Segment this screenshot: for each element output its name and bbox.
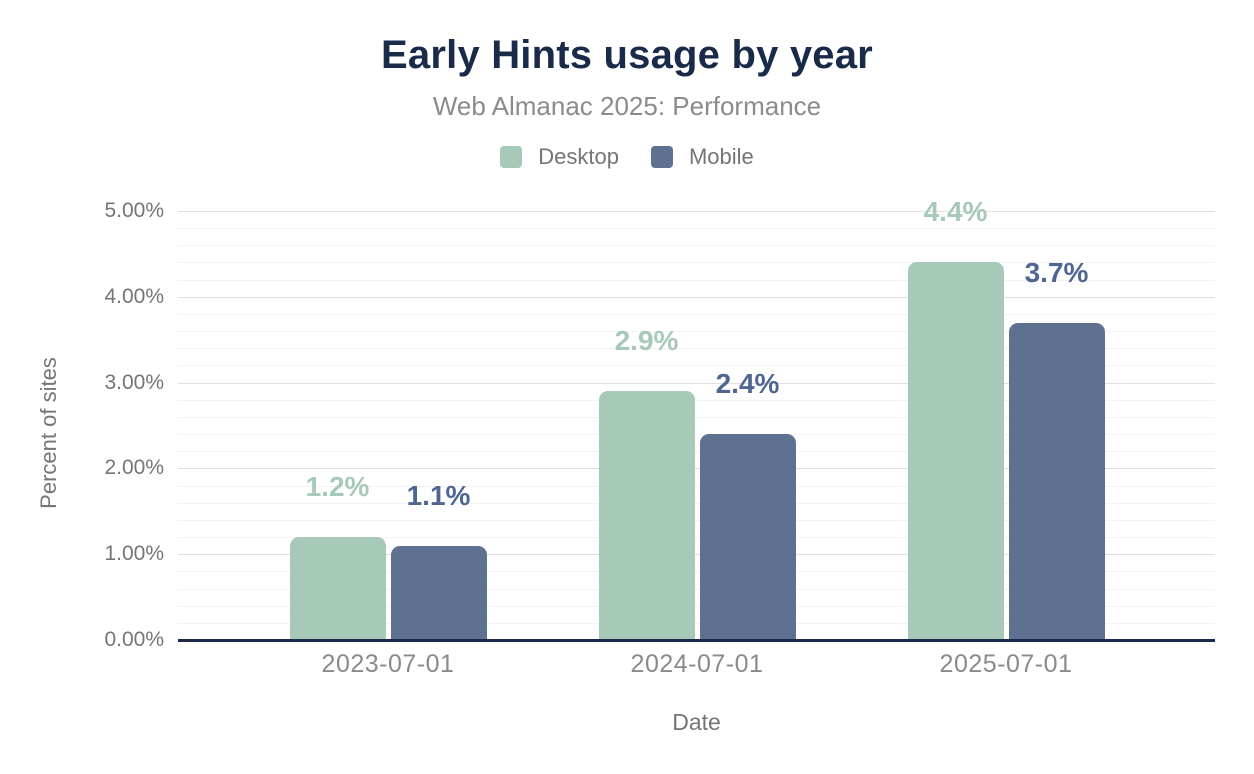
x-tick-label: 2023-07-01 [321, 650, 455, 678]
y-tick-label: 3.00% [104, 370, 164, 394]
legend-swatch-mobile [650, 146, 673, 168]
y-tick-label: 5.00% [104, 199, 164, 222]
bar-mobile-2025-07-01 [1008, 322, 1105, 640]
y-tick-label: 2.00% [104, 456, 164, 480]
bar-value-label-mobile-2023-07-01: 1.1% [406, 479, 471, 511]
gridline-minor [178, 228, 1215, 230]
legend-label-desktop: Desktop [538, 144, 619, 169]
y-tick-label: 1.00% [104, 542, 164, 566]
gridline-major [178, 211, 1215, 212]
legend-item-desktop: Desktop [500, 144, 619, 170]
bar-desktop-2025-07-01 [907, 262, 1004, 640]
x-axis-line [178, 639, 1215, 642]
bar-mobile-2023-07-01 [390, 545, 487, 640]
bar-desktop-2023-07-01 [289, 537, 386, 640]
bar-value-label-mobile-2025-07-01: 3.7% [1024, 256, 1089, 288]
bar-desktop-2024-07-01 [598, 391, 695, 640]
legend-swatch-desktop [500, 146, 523, 168]
y-tick-label: 4.00% [104, 284, 164, 308]
bar-value-label-desktop-2023-07-01: 1.2% [305, 471, 370, 503]
bar-value-label-desktop-2025-07-01: 4.4% [923, 196, 988, 228]
legend-item-mobile: Mobile [650, 144, 754, 170]
gridline-minor [178, 313, 1215, 315]
gridline-minor [178, 245, 1215, 247]
bar-value-label-mobile-2024-07-01: 2.4% [715, 368, 780, 400]
gridline-major [178, 296, 1215, 298]
x-axis-title: Date [672, 709, 721, 735]
plot-area: 1.2% 2.9% 4.4% 1.1% 2.4% 3.7% [178, 198, 1215, 640]
bar-mobile-2024-07-01 [699, 434, 796, 640]
legend-label-mobile: Mobile [688, 144, 754, 169]
chart-subtitle: Web Almanac 2025: Performance [432, 91, 822, 121]
x-tick-label: 2024-07-01 [630, 650, 764, 678]
legend: Desktop Mobile [0, 144, 1254, 170]
bar-value-label-desktop-2024-07-01: 2.9% [614, 325, 679, 357]
chart-title: Early Hints usage by year [381, 33, 873, 77]
y-tick-label: 0.00% [104, 628, 164, 651]
x-tick-label: 2025-07-01 [939, 650, 1073, 678]
